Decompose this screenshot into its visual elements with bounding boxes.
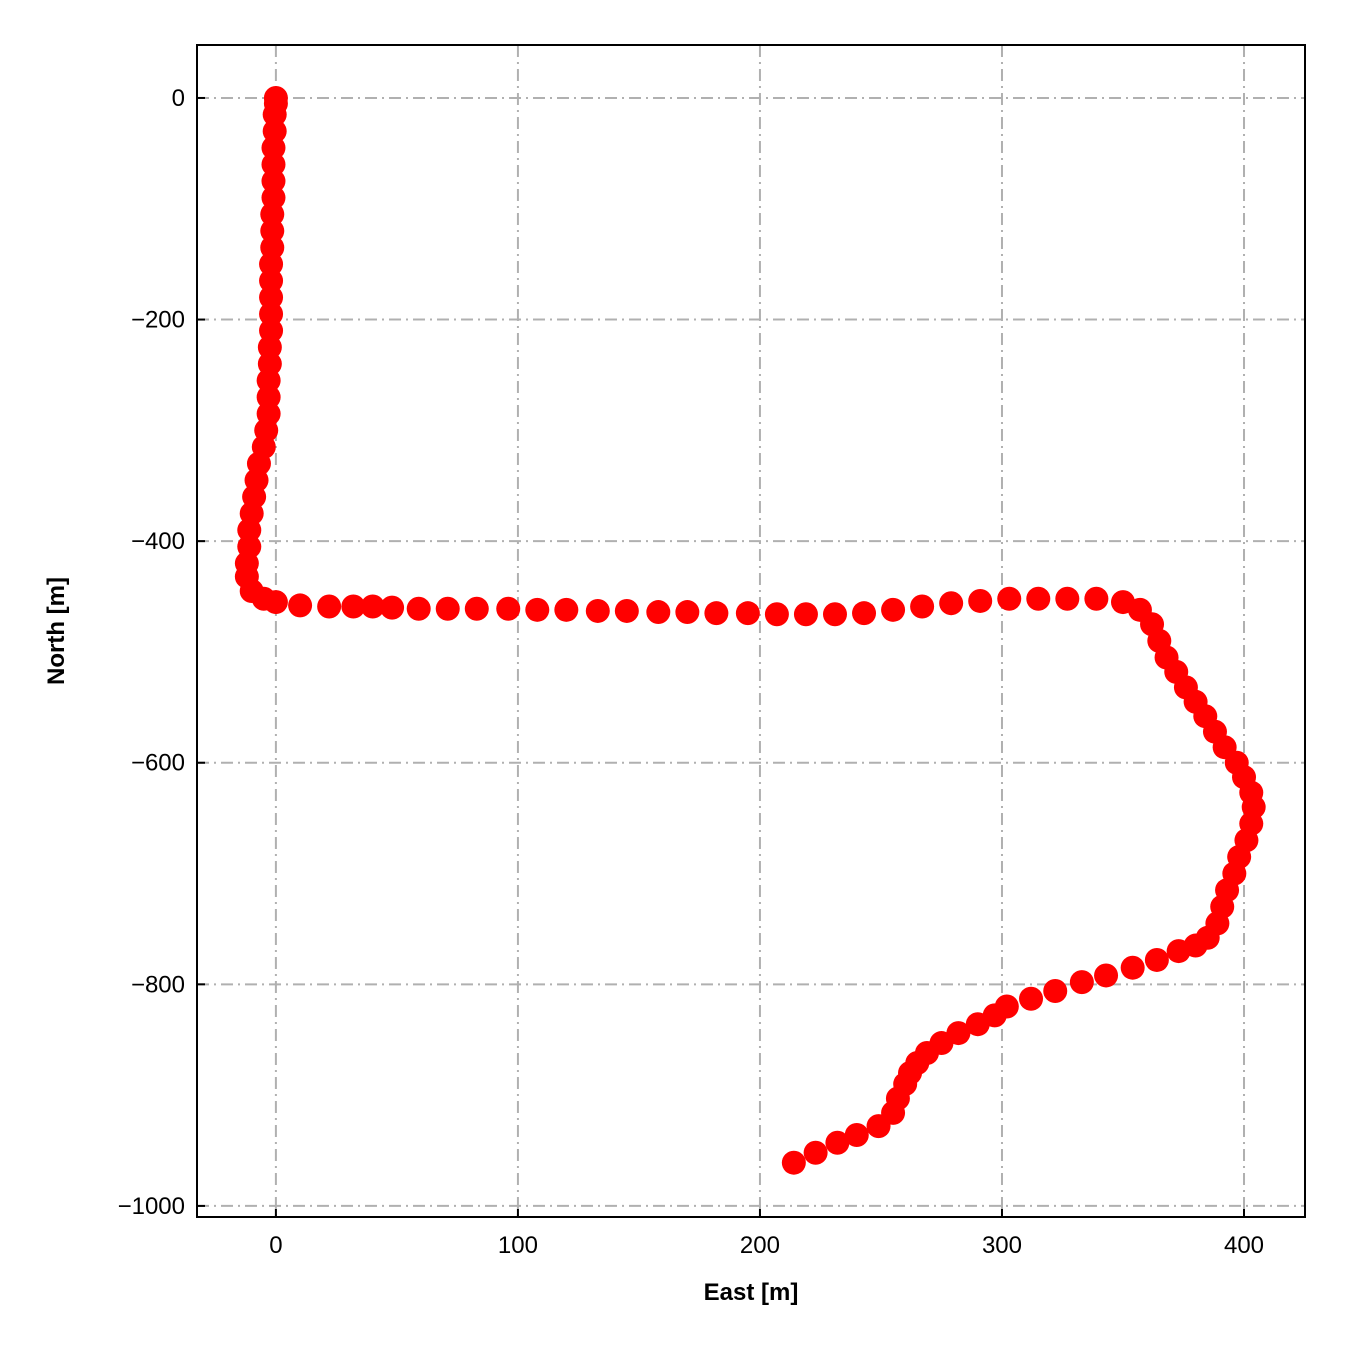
x-tick-label: 100 [498,1232,538,1259]
point [881,597,906,622]
x-tick-label: 300 [982,1232,1022,1259]
point [1043,978,1068,1003]
x-tick-label: 200 [740,1232,780,1259]
y-tick-label: −800 [131,971,185,998]
point [256,385,281,410]
point [968,588,993,613]
point [825,1130,850,1155]
point [260,218,285,243]
point [965,1012,990,1037]
point [259,268,284,293]
point [793,602,818,627]
x-axis-label: East [m] [704,1279,799,1306]
point [866,1114,891,1139]
point [1019,986,1044,1011]
point [1069,970,1094,995]
point [939,591,964,616]
point [406,596,431,621]
point [764,602,789,627]
point [1026,586,1051,611]
point [380,595,405,620]
point [261,135,286,160]
point [997,586,1022,611]
point [341,594,366,619]
point [852,601,877,626]
x-tick-label: 0 [269,1232,282,1259]
point [554,597,579,622]
x-tick-label: 400 [1224,1232,1264,1259]
point [1084,586,1109,611]
point [1120,955,1145,980]
y-axis-label: North [m] [43,577,70,685]
point [259,285,284,310]
point [496,596,521,621]
point [1055,586,1080,611]
point [646,600,671,625]
point [910,594,935,619]
plot-frame [196,44,1306,1218]
point [435,596,460,621]
point [288,593,313,618]
point [317,594,342,619]
point [256,368,281,393]
point [675,600,700,625]
y-tick-label: −600 [131,750,185,777]
point [262,102,287,127]
point [614,598,639,623]
point [257,335,282,360]
point [844,1123,869,1148]
y-tick-label: −200 [131,307,185,334]
point [464,596,489,621]
point [1166,939,1191,964]
point [1144,947,1169,972]
point [585,598,610,623]
point [360,594,385,619]
point [237,518,262,543]
point [263,590,288,615]
point [261,152,286,177]
point [1094,963,1119,988]
point [259,302,284,327]
point [260,202,285,227]
point [704,601,729,626]
y-tick-label: 0 [172,85,185,112]
y-tick-label: −400 [131,528,185,555]
point [803,1140,828,1165]
point [259,252,284,277]
point [261,169,286,194]
point [781,1150,806,1175]
point [735,601,760,626]
point [525,597,550,622]
point [822,602,847,627]
y-tick-label: −1000 [118,1193,185,1220]
